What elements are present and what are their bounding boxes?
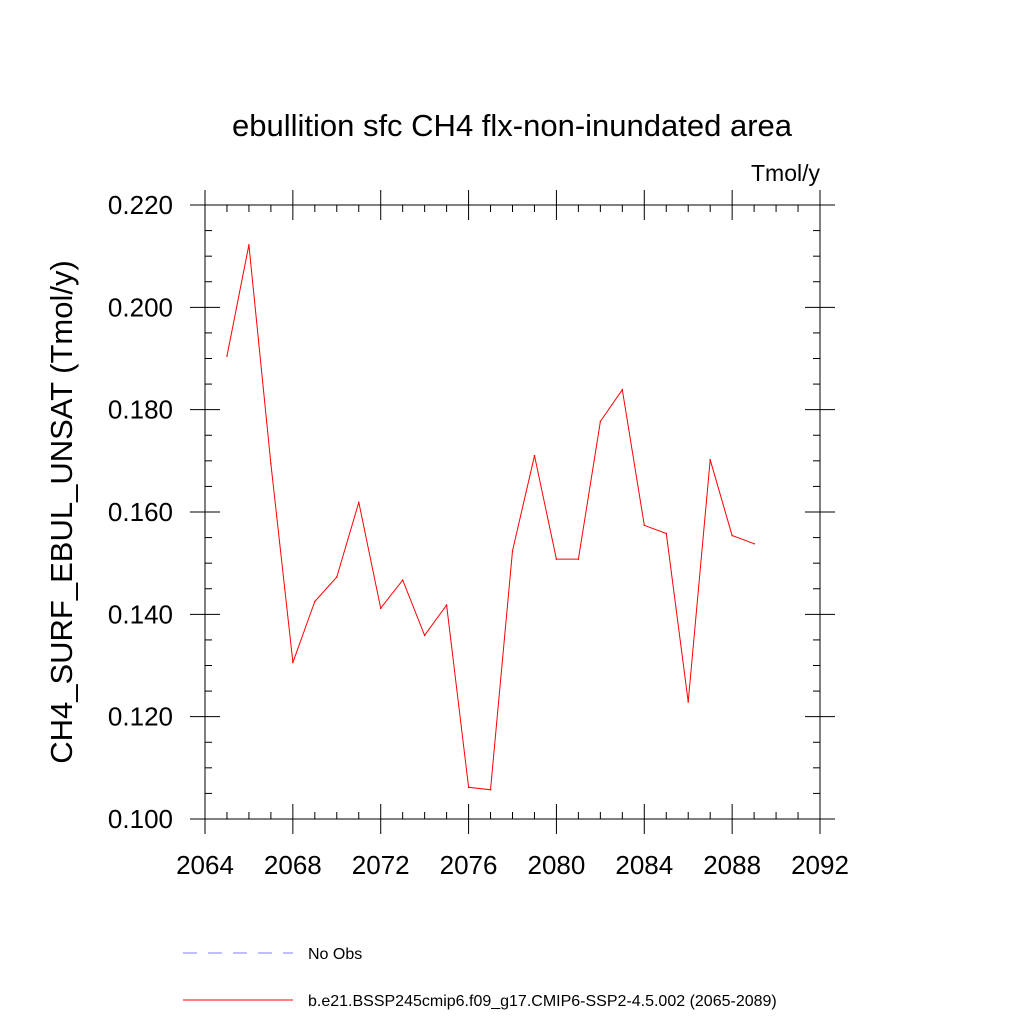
x-tick-label: 2088 xyxy=(703,850,761,880)
data-point xyxy=(270,463,272,465)
y-tick-label: 0.220 xyxy=(108,190,173,220)
data-point xyxy=(248,244,250,246)
data-point xyxy=(511,550,514,552)
series-layer xyxy=(226,244,755,791)
x-tick-label: 2084 xyxy=(615,850,673,880)
x-tick-label: 2080 xyxy=(528,850,586,880)
x-tick-label: 2072 xyxy=(352,850,410,880)
data-point xyxy=(335,576,338,578)
data-point xyxy=(314,600,316,603)
series-line xyxy=(226,244,755,791)
data-point xyxy=(599,420,602,423)
data-point xyxy=(709,459,711,461)
legend-label: No Obs xyxy=(308,946,362,963)
y-tick-label: 0.180 xyxy=(108,395,173,425)
units-label: Tmol/y xyxy=(751,160,821,186)
legend: No Obs b.e21.BSSP245cmip6.f09_g17.CMIP6-S… xyxy=(183,946,777,1010)
axis-tick-labels: 2064 2068 2072 2076 2080 2084 2088 2092 0.100 0.1… xyxy=(108,190,849,880)
data-point xyxy=(533,454,536,457)
plot-frame xyxy=(204,204,821,820)
data-point xyxy=(292,661,294,664)
x-tick-label: 2064 xyxy=(176,850,234,880)
data-point xyxy=(621,388,624,391)
y-tick-label: 0.200 xyxy=(108,292,173,322)
x-tick-label: 2068 xyxy=(264,850,322,880)
data-point xyxy=(379,607,382,609)
x-tick-label: 2076 xyxy=(440,850,498,880)
y-tick-label: 0.140 xyxy=(108,599,173,629)
data-point xyxy=(731,534,733,537)
data-point xyxy=(665,532,668,535)
legend-label: b.e21.BSSP245cmip6.f09_g17.CMIP6-SSP2-4.… xyxy=(308,993,777,1010)
data-point xyxy=(687,701,690,703)
data-point xyxy=(555,558,558,560)
data-point xyxy=(401,579,404,581)
data-point xyxy=(643,524,646,527)
data-point xyxy=(445,604,448,606)
data-point xyxy=(423,634,426,637)
data-point xyxy=(489,789,492,791)
data-point xyxy=(577,558,580,560)
axis-ticks xyxy=(190,190,835,834)
y-axis-label: CH4_SURF_EBUL_UNSAT (Tmol/y) xyxy=(44,260,79,764)
y-tick-label: 0.160 xyxy=(108,497,173,527)
y-tick-label: 0.120 xyxy=(108,702,173,732)
data-point xyxy=(753,542,755,545)
x-tick-label: 2092 xyxy=(791,850,849,880)
data-point xyxy=(467,786,470,789)
data-point xyxy=(357,501,360,504)
chart-title: ebullition sfc CH4 flx-non-inundated are… xyxy=(232,108,793,143)
y-tick-label: 0.100 xyxy=(108,804,173,834)
data-point xyxy=(226,355,228,357)
